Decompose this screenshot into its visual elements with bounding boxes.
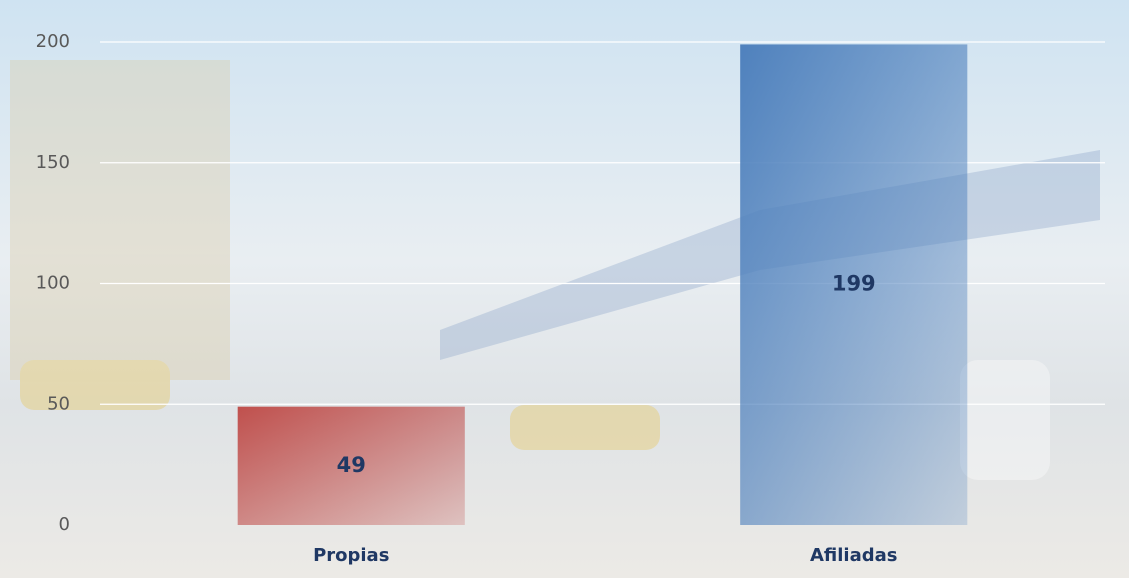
y-tick-label: 150 <box>36 152 70 173</box>
x-tick-label: Propias <box>313 545 389 566</box>
y-tick-label: 50 <box>47 393 70 414</box>
chart: 0 50 100 150 200 Propias 49 Afiliadas 199 <box>0 0 1129 578</box>
x-tick-label: Afiliadas <box>810 545 898 566</box>
y-tick-label: 200 <box>36 31 70 52</box>
y-tick-label: 0 <box>59 514 70 535</box>
data-label: 49 <box>337 453 366 477</box>
data-label: 199 <box>832 272 876 296</box>
y-tick-label: 100 <box>36 273 70 294</box>
